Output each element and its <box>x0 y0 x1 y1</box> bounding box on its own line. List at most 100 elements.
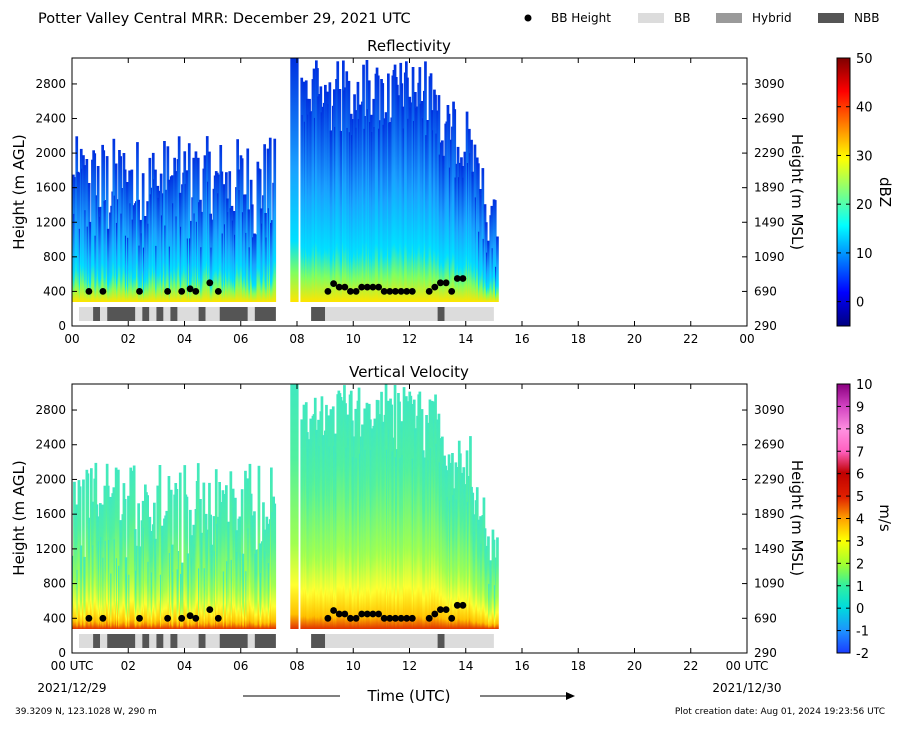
figure-title: Potter Valley Central MRR: December 29, … <box>38 11 411 27</box>
velocity-colorbar-label: m/s <box>876 504 894 532</box>
reflectivity-bb-type-nbb <box>170 307 178 321</box>
velocity-bb-height-point <box>442 606 450 613</box>
reflectivity-bb-type-nbb <box>254 307 276 321</box>
velocity-field-column <box>244 470 247 629</box>
reflectivity-y-tick-label: 1200 <box>35 215 66 229</box>
reflectivity-bb-height-point <box>164 288 172 295</box>
velocity-bb-height-point <box>453 601 461 609</box>
velocity-bb-type-nbb <box>311 634 326 648</box>
reflectivity-bb-type-nbb <box>198 307 206 321</box>
reflectivity-colorbar-tick-label: 40 <box>856 101 873 116</box>
reflectivity-bb-height-point <box>459 275 467 282</box>
reflectivity-bb-height-point <box>178 288 186 295</box>
reflectivity-bb-type-nbb <box>437 307 445 321</box>
velocity-title: Vertical Velocity <box>349 363 469 381</box>
reflectivity-colorbar-label: dBZ <box>876 177 894 207</box>
velocity-x-tick-label: 18 <box>571 659 586 673</box>
velocity-field <box>72 384 499 648</box>
velocity-y-tick-label-right: 1090 <box>754 577 785 591</box>
velocity-y-tick-label-right: 2290 <box>754 472 785 486</box>
velocity-field-column <box>117 469 120 629</box>
velocity-field-column <box>158 465 162 629</box>
velocity-bb-type-bb <box>100 634 108 648</box>
reflectivity-x-tick-label: 08 <box>289 332 304 346</box>
reflectivity-x-tick-label: 10 <box>346 332 361 346</box>
reflectivity-field-column <box>163 141 166 302</box>
velocity-bb-height-point <box>392 614 399 622</box>
velocity-colorbar-tick-label: 0 <box>856 602 864 617</box>
velocity-colorbar-tick-label: 5 <box>856 490 864 505</box>
reflectivity-bb-type-bb <box>79 307 94 321</box>
x-axis-arrow-head <box>566 692 575 700</box>
reflectivity-bb-type-nbb <box>219 307 248 321</box>
velocity-bb-height-point <box>206 606 214 613</box>
velocity-bb-type-nbb <box>219 634 248 648</box>
velocity-bb-height-point <box>192 614 200 622</box>
velocity-y-tick-label: 2000 <box>35 472 66 486</box>
reflectivity-colorbar-tick-label: 20 <box>856 198 873 213</box>
velocity-field-column <box>496 537 499 629</box>
velocity-colorbar-tick-label: 9 <box>856 400 864 415</box>
velocity-bb-height-point <box>459 601 467 609</box>
reflectivity-x-tick-label: 22 <box>683 332 698 346</box>
reflectivity-field-column <box>295 58 299 302</box>
reflectivity-x-tick-label: 12 <box>402 332 417 346</box>
reflectivity-colorbar <box>836 57 851 327</box>
velocity-colorbar-tick-label: 10 <box>856 378 873 393</box>
velocity-ylabel: Height (m AGL) <box>10 460 28 575</box>
reflectivity-bb-height-point <box>347 288 354 295</box>
reflectivity-colorbar-tick-label: 50 <box>856 52 873 67</box>
reflectivity-field <box>72 58 499 321</box>
reflectivity-y-tick-label-right: 690 <box>754 284 777 298</box>
legend-swatch-bb <box>638 13 664 23</box>
velocity-y-tick-label: 0 <box>58 646 66 660</box>
velocity-bb-height-point <box>330 607 337 614</box>
reflectivity-field-column <box>93 153 97 302</box>
velocity-y-tick-label: 2800 <box>35 403 66 417</box>
reflectivity-bb-height-point <box>192 288 200 295</box>
reflectivity-field-column <box>185 170 189 302</box>
reflectivity-bb-type-nbb <box>142 307 150 321</box>
velocity-bb-type-bb <box>135 634 143 648</box>
reflectivity-x-tick-label: 00 <box>64 332 79 346</box>
reflectivity-bb-height-point <box>392 288 399 295</box>
reflectivity-y-tick-label: 2400 <box>35 112 66 126</box>
reflectivity-bb-height-point <box>324 288 332 295</box>
velocity-bb-height-point <box>178 614 186 622</box>
velocity-colorbar-tick-label: -2 <box>856 647 869 662</box>
reflectivity-y-tick-label: 2000 <box>35 146 66 160</box>
reflectivity-x-tick-label: 16 <box>514 332 529 346</box>
velocity-x-tick-label: 00 UTC <box>51 659 94 673</box>
reflectivity-field-column <box>273 138 277 302</box>
velocity-bb-type-bb <box>205 634 220 648</box>
velocity-x-tick-label: 02 <box>121 659 136 673</box>
velocity-colorbar-tick-label: 4 <box>856 513 864 528</box>
velocity-field-column <box>114 467 118 629</box>
reflectivity-bb-height-point <box>448 288 456 295</box>
reflectivity-bb-height-point <box>206 279 214 287</box>
reflectivity-field-column <box>167 179 171 302</box>
reflectivity-bb-height-point <box>397 288 405 295</box>
reflectivity-bb-type-bb <box>325 307 438 321</box>
velocity-bb-height-point <box>397 614 405 622</box>
reflectivity-bb-height-point <box>214 288 222 295</box>
reflectivity-bb-height-point <box>330 280 337 287</box>
reflectivity-x-tick-label: 04 <box>177 332 192 346</box>
velocity-field-column <box>127 495 130 629</box>
velocity-colorbar-tick-label: 3 <box>856 535 864 550</box>
reflectivity-field-column <box>154 169 157 302</box>
velocity-field-column <box>202 482 206 629</box>
velocity-x-tick-label: 22 <box>683 659 698 673</box>
reflectivity-bb-type-nbb <box>107 307 136 321</box>
reflectivity-colorbar-tick-label: 0 <box>856 296 864 311</box>
velocity-colorbar-tick-label: -1 <box>856 625 869 640</box>
velocity-bb-type-nbb <box>198 634 206 648</box>
velocity-bb-type-bb <box>163 634 171 648</box>
reflectivity-bb-height-point <box>341 283 349 291</box>
velocity-bb-height-point <box>408 614 416 622</box>
velocity-colorbar-tick-label: 6 <box>856 468 864 483</box>
velocity-x-tick-label: 12 <box>402 659 417 673</box>
reflectivity-y-tick-label: 2800 <box>35 77 66 91</box>
velocity-field-column <box>167 476 171 629</box>
velocity-y-tick-label: 800 <box>43 577 66 591</box>
